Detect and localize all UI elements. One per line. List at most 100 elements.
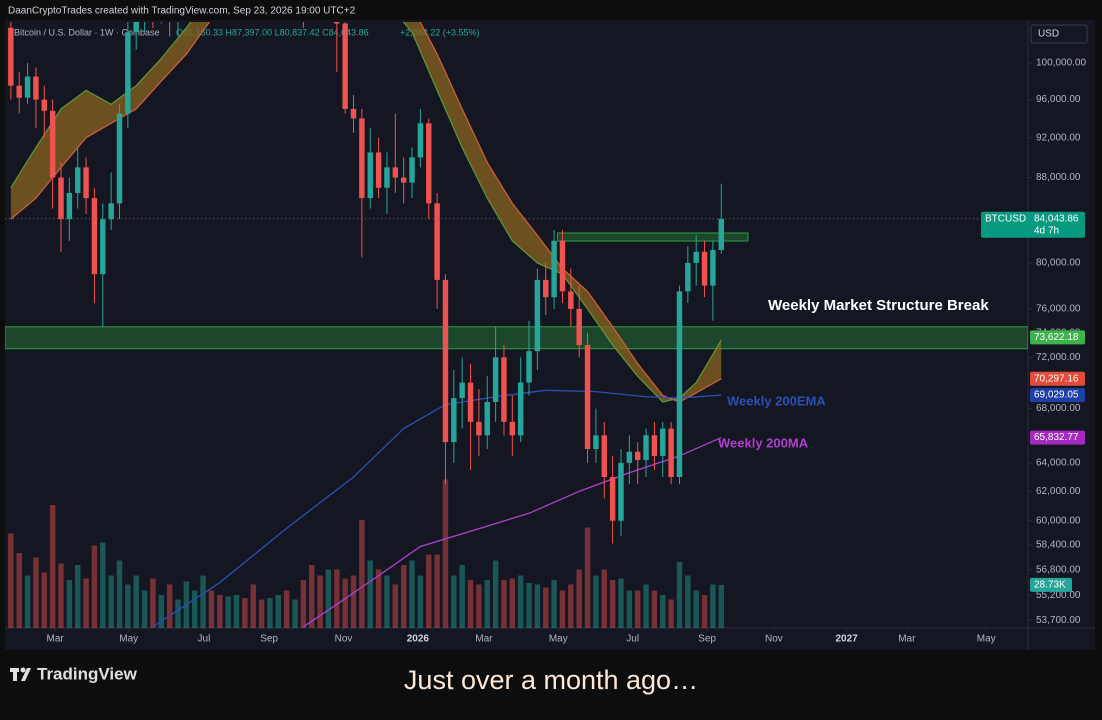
candle-body (49, 110, 56, 178)
volume-bar (593, 575, 599, 628)
volume-bar (526, 583, 532, 628)
candle-body (701, 251, 708, 286)
volume-bar (125, 584, 131, 628)
x-tick-label: Nov (335, 634, 353, 645)
candle-body (526, 351, 532, 383)
volume-bar (375, 569, 382, 628)
volume-bar (601, 569, 607, 628)
volume-bar (676, 562, 683, 628)
x-tick-label: Jul (198, 634, 211, 645)
annotation: Weekly 200EMA (727, 393, 826, 408)
volume-bar (710, 584, 716, 628)
volume-bar (325, 569, 332, 628)
volume-bar (467, 580, 474, 628)
x-tick-label: May (977, 634, 996, 645)
volume-bar (517, 575, 524, 628)
volume-bar (367, 560, 373, 628)
symbol: Bitcoin / U.S. Dollar · 1W · Coinbase (14, 27, 160, 37)
volume-bar (492, 560, 499, 628)
volume-bar (100, 542, 106, 628)
volume-tag (1030, 577, 1072, 592)
volume-bar (342, 578, 348, 628)
volume-bar (250, 584, 256, 628)
candle-body (8, 27, 14, 86)
currency[interactable]: USD (1038, 29, 1059, 40)
x-tick-label: Jul (626, 634, 639, 645)
zone (556, 232, 749, 242)
candle-body (660, 428, 666, 456)
volume-bar (192, 590, 198, 628)
currency-box[interactable] (1030, 24, 1088, 44)
candle-body (409, 157, 415, 183)
logo-mark (20, 667, 26, 673)
candle-body (367, 152, 373, 199)
volume-bar (718, 584, 724, 628)
volume-bar (451, 575, 457, 628)
volume-bar (634, 590, 641, 628)
price-label: 73,622.18 (1034, 332, 1079, 343)
candle-body (375, 152, 382, 188)
price-tag (981, 211, 1085, 238)
volume-bar (208, 590, 215, 628)
volume-label: 28.73K (1034, 580, 1066, 591)
volume-bar (283, 590, 290, 628)
volume-bar (584, 527, 591, 628)
y-tick-label: 53,700.00 (1036, 615, 1081, 626)
candle-body (584, 344, 591, 449)
tag-sub: 4d 7h (1034, 225, 1059, 236)
volume-bar (242, 598, 248, 628)
volume-bar (141, 590, 148, 628)
y-tick-label: 64,000.00 (1036, 458, 1081, 469)
ribbon-line (10, 22, 722, 403)
volume-bar (576, 569, 582, 628)
y-tick-label: 72,000.00 (1036, 352, 1081, 363)
volume-bar (49, 505, 56, 628)
x-tick-label: Sep (698, 634, 716, 645)
ohlc: O81,160.33 H87,397.00 L80,837.42 C84,043… (176, 27, 369, 37)
candle-body (100, 219, 106, 275)
candle-body (668, 428, 674, 478)
logo-mark (13, 668, 17, 681)
volume-bar (116, 560, 123, 628)
x-tick-label: Sep (260, 634, 278, 645)
volume-bar (175, 599, 181, 628)
price-tag (1030, 330, 1085, 345)
candle-body (384, 167, 390, 188)
candle-body (400, 177, 407, 183)
candle-body (334, 22, 340, 24)
brand: TradingView (37, 664, 138, 683)
volume-bar (66, 580, 73, 628)
ribbon-line (10, 22, 722, 403)
volume-bar (459, 565, 465, 628)
volume-bar (501, 580, 507, 628)
candle-body (710, 250, 716, 286)
volume-bar (442, 479, 449, 628)
volume-bar (643, 584, 649, 628)
volume-bar (133, 575, 139, 628)
caption: Just over a month ago… (404, 665, 698, 695)
candle-body (467, 382, 474, 422)
candle-body (634, 451, 641, 461)
candle-body (501, 357, 507, 422)
volume-bar (409, 560, 415, 628)
tag-label: BTCUSD (985, 213, 1026, 224)
candle-body (434, 203, 440, 280)
candle-body (426, 123, 432, 204)
volume-bar (24, 575, 31, 628)
volume-bar (484, 580, 490, 628)
volume-bar (267, 598, 273, 628)
volume-bar (225, 596, 231, 628)
price-tag (1030, 388, 1085, 403)
volume-bar (233, 595, 240, 628)
candle-body (593, 435, 599, 449)
candle-body (66, 192, 73, 220)
candle-body (108, 203, 114, 220)
candle-body (568, 291, 574, 309)
y-tick-label: 76,000.00 (1036, 304, 1081, 315)
volume-bar (359, 520, 365, 628)
volume-bar (166, 584, 173, 628)
candle-body (459, 382, 465, 399)
candle-body (116, 113, 123, 204)
volume-bar (609, 580, 616, 628)
